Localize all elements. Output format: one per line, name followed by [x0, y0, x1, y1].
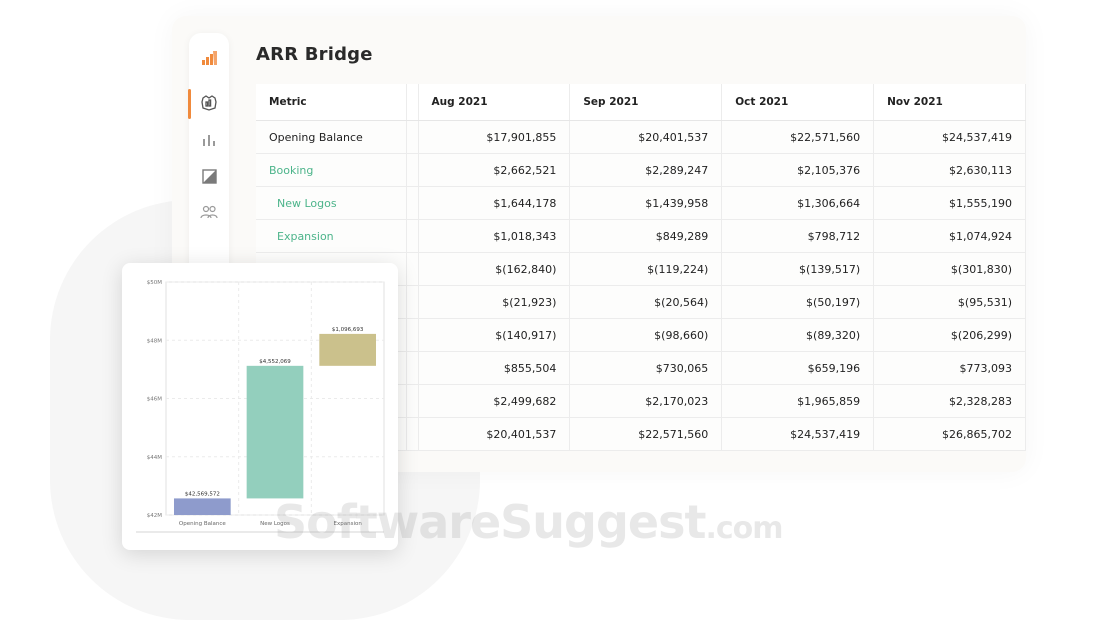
waterfall-chart-card: $42M $44M $46M $48M $50M $42,569,572 Opening B… [122, 263, 398, 550]
y-tick-label: $46M [147, 397, 162, 403]
bridge-icon[interactable] [199, 93, 219, 113]
value-cell: $1,074,924 [873, 219, 1026, 253]
value-cell: $2,289,247 [569, 153, 723, 187]
sidebar-active-indicator [188, 89, 191, 119]
waterfall-bar [319, 333, 377, 366]
column-header[interactable]: Sep 2021 [569, 84, 723, 121]
value-cell: $(139,517) [721, 252, 875, 286]
value-cell: $2,630,113 [873, 153, 1026, 187]
y-tick-label: $44M [147, 455, 162, 461]
data-label: $42,569,572 [185, 491, 220, 497]
waterfall-chart: $42M $44M $46M $48M $50M $42,569,572 Opening B… [136, 280, 385, 533]
table-header-row: Metric Aug 2021 Sep 2021 Oct 2021 Nov 20… [256, 84, 1026, 121]
data-label: $4,552,069 [259, 359, 291, 365]
row-spacer [406, 120, 419, 154]
page-title: ARR Bridge [256, 44, 373, 65]
row-spacer [406, 351, 419, 385]
value-cell: $24,537,419 [721, 417, 875, 451]
row-spacer [406, 153, 419, 187]
watermark-text: SoftwareSuggest [274, 495, 706, 549]
waterfall-bar [173, 498, 231, 515]
sidebar [188, 33, 229, 283]
value-cell: $730,065 [569, 351, 723, 385]
users-icon[interactable] [199, 202, 219, 222]
value-cell: $798,712 [721, 219, 875, 253]
table-row[interactable]: New Logos $1,644,178 $1,439,958 $1,306,664 $… [256, 186, 1026, 220]
value-cell: $(162,840) [418, 252, 571, 286]
value-cell: $1,439,958 [569, 186, 723, 220]
row-spacer [406, 417, 419, 451]
value-cell: $855,504 [418, 351, 571, 385]
value-cell: $24,537,419 [873, 120, 1026, 154]
y-tick-label: $42M [147, 513, 162, 519]
value-cell: $(206,299) [873, 318, 1026, 352]
x-tick-label: New Logos [260, 521, 290, 527]
column-header[interactable]: Aug 2021 [418, 84, 571, 121]
value-cell: $22,571,560 [721, 120, 875, 154]
value-cell: $659,196 [721, 351, 875, 385]
value-cell: $20,401,537 [569, 120, 723, 154]
value-cell: $1,555,190 [873, 186, 1026, 220]
value-cell: $2,105,376 [721, 153, 875, 187]
value-cell: $773,093 [873, 351, 1026, 385]
value-cell: $(89,320) [721, 318, 875, 352]
y-tick-label: $50M [147, 280, 162, 286]
value-cell: $2,499,682 [418, 384, 571, 418]
value-cell: $(98,660) [569, 318, 723, 352]
value-cell: $1,306,664 [721, 186, 875, 220]
value-cell: $1,018,343 [418, 219, 571, 253]
value-cell: $(21,923) [418, 285, 571, 319]
table-row[interactable]: Opening Balance $17,901,855 $20,401,537 $22… [256, 120, 1026, 154]
value-cell: $(119,224) [569, 252, 723, 286]
watermark-suffix: .com [705, 511, 783, 546]
value-cell: $(140,917) [418, 318, 571, 352]
value-cell: $2,170,023 [569, 384, 723, 418]
y-tick-label: $48M [147, 338, 162, 344]
image-icon[interactable] [199, 166, 219, 186]
row-spacer [406, 186, 419, 220]
row-spacer [406, 219, 419, 253]
x-tick-label: Opening Balance [179, 521, 226, 527]
value-cell: $17,901,855 [418, 120, 571, 154]
bar-chart-icon[interactable] [199, 130, 219, 150]
value-cell: $1,644,178 [418, 186, 571, 220]
column-header[interactable]: Metric [256, 84, 407, 121]
value-cell: $(50,197) [721, 285, 875, 319]
watermark: SoftwareSuggest.com [274, 495, 784, 549]
data-label: $1,096,693 [332, 327, 364, 333]
value-cell: $20,401,537 [418, 417, 571, 451]
value-cell: $26,865,702 [873, 417, 1026, 451]
logo-icon[interactable] [199, 48, 219, 68]
row-spacer [406, 318, 419, 352]
value-cell: $(95,531) [873, 285, 1026, 319]
value-cell: $(20,564) [569, 285, 723, 319]
metric-cell: Booking [256, 153, 407, 187]
table-row[interactable]: Booking $2,662,521 $2,289,247 $2,105,376 $2,… [256, 153, 1026, 187]
value-cell: $22,571,560 [569, 417, 723, 451]
metric-cell: Expansion [256, 219, 407, 253]
value-cell: $1,965,859 [721, 384, 875, 418]
value-cell: $849,289 [569, 219, 723, 253]
column-header[interactable]: Nov 2021 [873, 84, 1026, 121]
value-cell: $(301,830) [873, 252, 1026, 286]
metric-cell: New Logos [256, 186, 407, 220]
metric-cell: Opening Balance [256, 120, 407, 154]
waterfall-bar [246, 365, 304, 499]
column-header[interactable]: Oct 2021 [721, 84, 875, 121]
row-spacer [406, 252, 419, 286]
value-cell: $2,662,521 [418, 153, 571, 187]
row-spacer [406, 384, 419, 418]
x-tick-label: Expansion [334, 521, 363, 527]
value-cell: $2,328,283 [873, 384, 1026, 418]
column-spacer [406, 84, 419, 121]
row-spacer [406, 285, 419, 319]
table-row[interactable]: Expansion $1,018,343 $849,289 $798,712 $1,07… [256, 219, 1026, 253]
